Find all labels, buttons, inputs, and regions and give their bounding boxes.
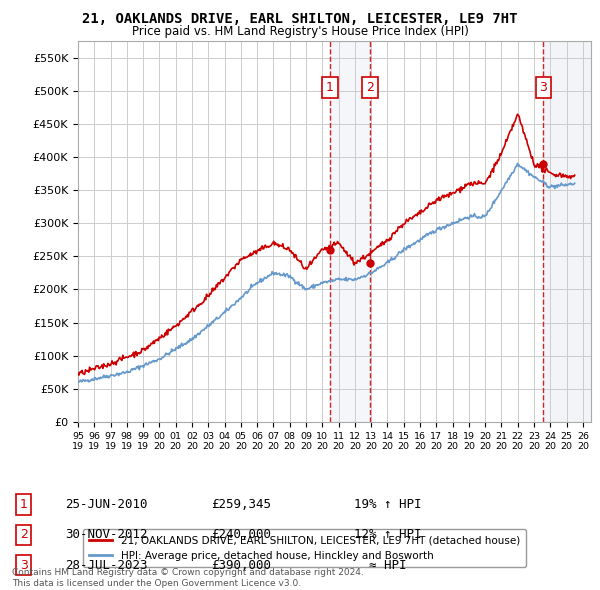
Text: 12% ↑ HPI: 12% ↑ HPI bbox=[355, 529, 422, 542]
Text: £240,000: £240,000 bbox=[211, 529, 271, 542]
Text: This data is licensed under the Open Government Licence v3.0.: This data is licensed under the Open Gov… bbox=[12, 579, 301, 588]
Text: 1: 1 bbox=[326, 81, 334, 94]
Text: Contains HM Land Registry data © Crown copyright and database right 2024.: Contains HM Land Registry data © Crown c… bbox=[12, 568, 364, 577]
Text: 1: 1 bbox=[20, 498, 28, 512]
Text: 2: 2 bbox=[366, 81, 374, 94]
Text: 21, OAKLANDS DRIVE, EARL SHILTON, LEICESTER, LE9 7HT: 21, OAKLANDS DRIVE, EARL SHILTON, LEICES… bbox=[82, 12, 518, 26]
Text: 2: 2 bbox=[20, 529, 28, 542]
Text: ≈ HPI: ≈ HPI bbox=[370, 559, 407, 572]
Bar bbox=[330, 41, 370, 422]
Text: £390,000: £390,000 bbox=[211, 559, 271, 572]
Text: 19% ↑ HPI: 19% ↑ HPI bbox=[355, 498, 422, 512]
Text: 3: 3 bbox=[539, 81, 547, 94]
Text: £259,345: £259,345 bbox=[211, 498, 271, 512]
Text: 3: 3 bbox=[20, 559, 28, 572]
Text: 30-NOV-2012: 30-NOV-2012 bbox=[65, 529, 147, 542]
Text: 25-JUN-2010: 25-JUN-2010 bbox=[65, 498, 147, 512]
Bar bbox=[543, 41, 591, 422]
Text: 28-JUL-2023: 28-JUL-2023 bbox=[65, 559, 147, 572]
Legend: 21, OAKLANDS DRIVE, EARL SHILTON, LEICESTER, LE9 7HT (detached house), HPI: Aver: 21, OAKLANDS DRIVE, EARL SHILTON, LEICES… bbox=[83, 529, 526, 567]
Text: Price paid vs. HM Land Registry's House Price Index (HPI): Price paid vs. HM Land Registry's House … bbox=[131, 25, 469, 38]
